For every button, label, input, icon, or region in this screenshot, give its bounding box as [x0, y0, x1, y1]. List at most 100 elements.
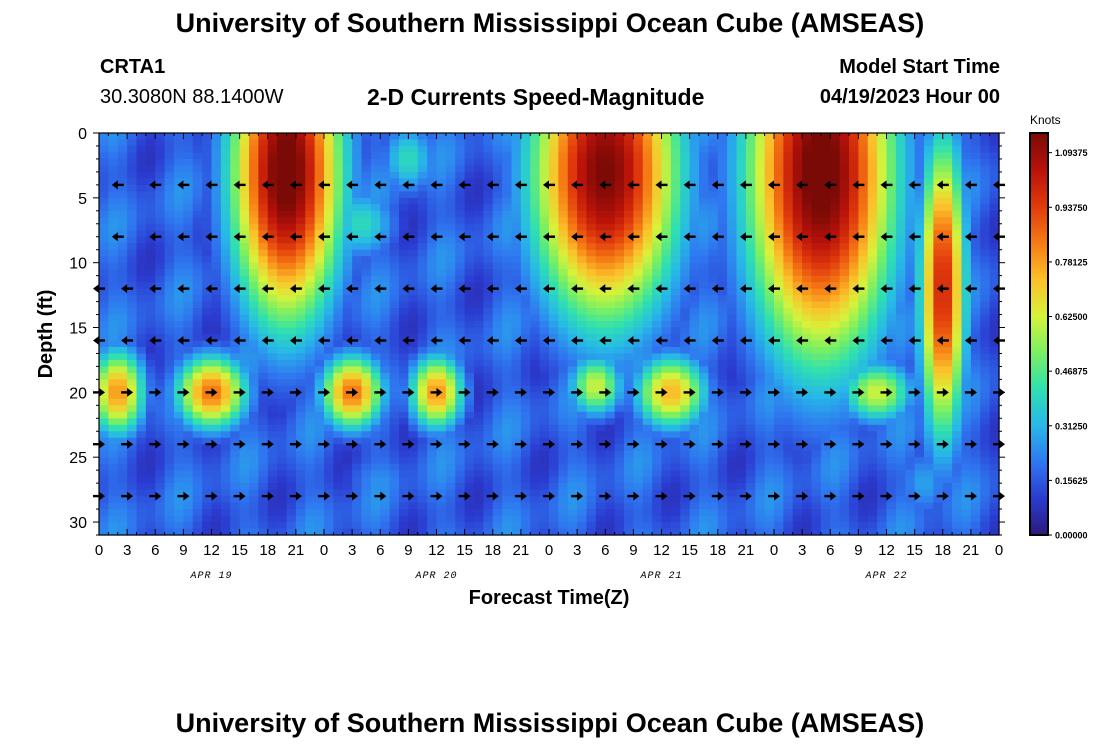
heat-cell [605, 496, 616, 504]
heat-cell [258, 165, 269, 173]
heat-cell [792, 197, 803, 205]
heat-cell [333, 249, 344, 257]
heat-cell [305, 405, 316, 413]
heat-cell [689, 366, 700, 374]
heat-cell [220, 528, 231, 536]
heat-cell [324, 191, 334, 199]
heat-cell [689, 334, 700, 342]
heat-cell [511, 444, 522, 452]
heat-cell [830, 522, 841, 530]
heat-cell [549, 334, 559, 342]
heat-cell [277, 249, 288, 257]
heat-cell [305, 509, 316, 517]
heat-cell [745, 463, 756, 471]
heat-cell [605, 191, 616, 199]
heat-cell [192, 346, 203, 355]
heat-cell [820, 334, 831, 342]
heat-cell [567, 379, 578, 387]
heat-cell [333, 269, 344, 277]
heat-cell [511, 496, 522, 504]
heat-cell [736, 171, 747, 179]
heat-cell [145, 334, 156, 342]
heat-cell [174, 340, 184, 348]
heat-cell [342, 483, 353, 491]
heat-cell [333, 236, 344, 244]
heat-cell [502, 243, 513, 251]
heat-cell [230, 165, 241, 173]
heat-cell [849, 308, 859, 316]
heat-cell [811, 515, 822, 523]
heat-cell [717, 223, 728, 231]
heat-cell [380, 139, 391, 147]
heat-cell [699, 321, 709, 329]
heat-cell [108, 223, 119, 231]
heat-cell [361, 372, 372, 380]
heat-cell [333, 158, 344, 167]
heat-cell [624, 366, 634, 374]
heat-cell [436, 236, 447, 244]
heat-cell [258, 437, 269, 445]
heat-cell [352, 528, 363, 536]
heat-cell [483, 476, 494, 484]
heat-cell [670, 470, 681, 478]
heat-cell [211, 489, 222, 497]
heat-cell [727, 301, 738, 309]
heat-cell [380, 353, 391, 361]
heat-cell [249, 522, 259, 530]
heat-cell [652, 496, 663, 504]
heat-cell [802, 256, 813, 264]
heat-cell [258, 489, 269, 497]
heat-cell [417, 346, 428, 355]
heat-cell [183, 217, 194, 225]
heat-cell [530, 405, 541, 413]
heat-cell [99, 528, 109, 536]
heat-cell [567, 165, 578, 173]
heat-cell [699, 275, 709, 283]
heat-cell [408, 184, 419, 192]
heat-cell [520, 515, 531, 523]
heat-cell [614, 243, 625, 251]
heat-cell [108, 178, 119, 186]
heat-cell [492, 236, 503, 244]
heat-cell [202, 314, 213, 322]
heat-cell [539, 334, 550, 342]
heat-cell [680, 145, 691, 154]
heat-cell [492, 243, 503, 251]
heat-cell [792, 133, 803, 141]
heat-cell [324, 145, 334, 154]
heat-cell [295, 424, 306, 432]
heat-cell [577, 288, 588, 296]
heat-cell [474, 528, 484, 536]
heat-cell [370, 171, 381, 179]
heat-cell [595, 223, 606, 231]
heat-cell [370, 256, 381, 264]
heat-cell [783, 210, 794, 218]
heat-cell [202, 230, 213, 238]
heat-cell [783, 489, 794, 497]
heat-cell [174, 489, 184, 497]
heat-cell [164, 275, 175, 283]
heat-cell [324, 262, 334, 270]
heat-cell [483, 249, 494, 257]
heat-cell [530, 145, 541, 154]
heat-cell [352, 431, 363, 439]
heat-cell [183, 256, 194, 264]
heat-cell [305, 314, 316, 322]
heat-cell [708, 197, 719, 205]
heat-cell [202, 379, 213, 387]
heat-cell [708, 223, 719, 231]
heat-cell [277, 489, 288, 497]
heat-cell [389, 139, 400, 147]
heat-cell [352, 308, 363, 316]
heat-cell [764, 249, 775, 257]
heat-cell [802, 346, 813, 355]
heat-cell [661, 139, 672, 147]
heat-cell [286, 496, 297, 504]
heat-cell [464, 496, 475, 504]
heat-cell [549, 139, 559, 147]
heat-cell [389, 398, 400, 406]
heat-cell [342, 515, 353, 523]
heat-cell [305, 496, 316, 504]
heat-cell [811, 191, 822, 199]
heat-cell [708, 275, 719, 283]
